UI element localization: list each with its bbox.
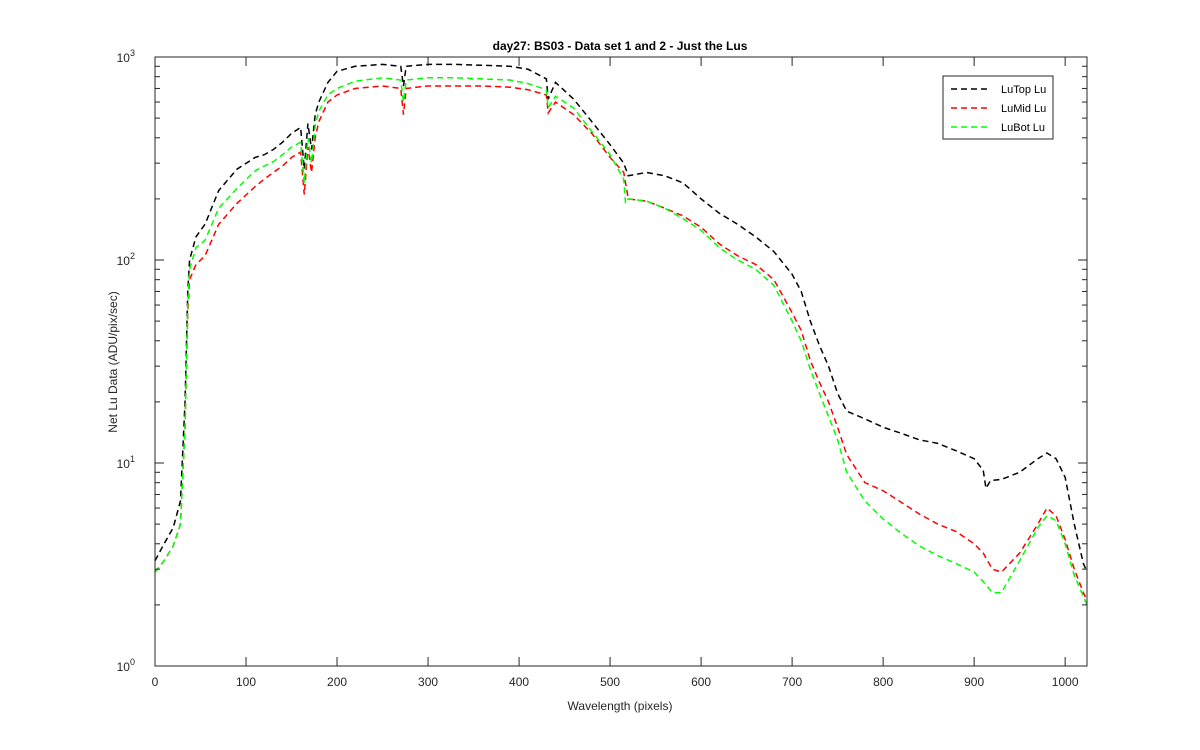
chart-title: day27: BS03 - Data set 1 and 2 - Just th… [493, 39, 748, 53]
plot-background [155, 57, 1087, 666]
y-tick-base: 10 [117, 254, 131, 268]
legend-label: LuMid Lu [1001, 103, 1046, 115]
plot-area [154, 57, 1088, 666]
x-tick-label: 0 [152, 675, 159, 689]
x-tick-label: 1000 [1052, 675, 1079, 689]
y-tick-base: 10 [117, 660, 131, 674]
legend-label: LuBot Lu [1001, 122, 1045, 134]
y-tick-exponent: 2 [130, 251, 135, 261]
axes: 0 100 200 300 400 500 600 700 800 900 100010010110… [117, 48, 1088, 689]
x-tick-label: 500 [600, 675, 620, 689]
x-axis-title: Wavelength (pixels) [568, 699, 673, 713]
y-tick-label: 102 [117, 251, 135, 268]
y-tick-base: 10 [117, 457, 131, 471]
series-line-3 [154, 77, 1088, 606]
x-tick-label: 400 [509, 675, 529, 689]
series-line-2 [154, 85, 1088, 601]
y-tick-label: 103 [117, 48, 135, 65]
legend: LuTop Lu LuMid Lu LuBot Lu [942, 75, 1054, 140]
x-tick-label: 700 [782, 675, 802, 689]
x-tick-label: 200 [327, 675, 347, 689]
x-tick-label: 300 [418, 675, 438, 689]
y-tick-exponent: 0 [130, 657, 135, 667]
y-tick-exponent: 1 [130, 454, 135, 464]
legend-label: LuTop Lu [1001, 84, 1046, 96]
x-tick-label: 600 [691, 675, 711, 689]
x-tick-label: 100 [236, 675, 256, 689]
series-line-1 [154, 63, 1088, 573]
y-tick-label: 100 [117, 657, 135, 674]
y-tick-base: 10 [117, 51, 131, 65]
x-tick-label: 800 [873, 675, 893, 689]
y-tick-label: 101 [117, 454, 135, 471]
axes-frame [154, 56, 1088, 667]
y-axis-title: Net Lu Data (ADU/pix/sec) [106, 291, 120, 432]
y-tick-exponent: 3 [130, 48, 135, 58]
x-tick-label: 900 [964, 675, 984, 689]
